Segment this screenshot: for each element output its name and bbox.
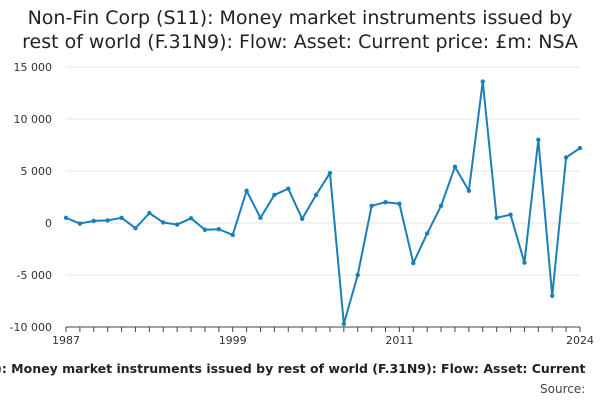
data-point <box>341 321 347 327</box>
data-point <box>424 231 430 236</box>
data-point <box>508 212 513 217</box>
legend-series-label: (S11): Money market instruments issued b… <box>0 361 586 376</box>
data-point <box>299 216 305 222</box>
data-point <box>563 155 569 160</box>
data-point <box>91 218 96 224</box>
data-point <box>536 137 541 142</box>
data-point <box>174 222 180 227</box>
data-point <box>466 188 472 193</box>
data-point <box>494 215 499 220</box>
data-point <box>327 170 333 176</box>
y-tick-label: 15 000 <box>14 61 53 74</box>
data-point <box>355 272 360 278</box>
source-note: Source: <box>0 381 600 399</box>
y-tick-label: 10 000 <box>14 113 53 126</box>
legend: (S11): Money market instruments issued b… <box>0 361 600 381</box>
data-point <box>258 215 263 220</box>
data-point <box>577 145 583 151</box>
x-tick-label: 2024 <box>566 334 594 347</box>
x-tick-label: 2011 <box>385 334 413 347</box>
y-tick-label: -5 000 <box>17 269 52 282</box>
data-point <box>438 203 444 209</box>
data-point <box>244 188 249 193</box>
data-point <box>77 221 83 226</box>
x-tick-label: 1987 <box>52 334 80 347</box>
data-point <box>272 192 277 198</box>
data-point <box>133 226 138 231</box>
y-tick-label: -10 000 <box>10 321 52 334</box>
data-point <box>369 203 374 209</box>
data-point <box>202 227 208 232</box>
data-point <box>313 192 319 198</box>
y-tick-label: 0 <box>45 217 52 230</box>
chart-title: Non-Fin Corp (S11): Money market instrum… <box>0 6 600 54</box>
data-point <box>216 227 222 232</box>
x-tick-label: 1999 <box>219 334 247 347</box>
chart-title-line-2: rest of world (F.31N9): Flow: Asset: Cur… <box>22 31 578 53</box>
chart-title-line-1: Non-Fin Corp (S11): Money market instrum… <box>27 7 573 29</box>
data-point <box>411 260 416 266</box>
data-point <box>452 164 458 170</box>
data-point <box>397 201 402 206</box>
data-point <box>480 79 485 84</box>
series-line <box>65 80 581 325</box>
data-point <box>550 293 555 298</box>
data-point <box>522 260 527 265</box>
data-point <box>147 210 152 216</box>
data-point <box>63 215 69 220</box>
data-point <box>188 216 194 221</box>
data-point <box>286 186 291 191</box>
data-point <box>119 215 124 220</box>
data-point <box>230 232 235 238</box>
source-label: Source: <box>540 382 586 396</box>
data-point <box>161 220 166 225</box>
data-point <box>383 200 388 205</box>
data-point <box>105 218 110 223</box>
y-tick-label: 5 000 <box>21 165 53 178</box>
